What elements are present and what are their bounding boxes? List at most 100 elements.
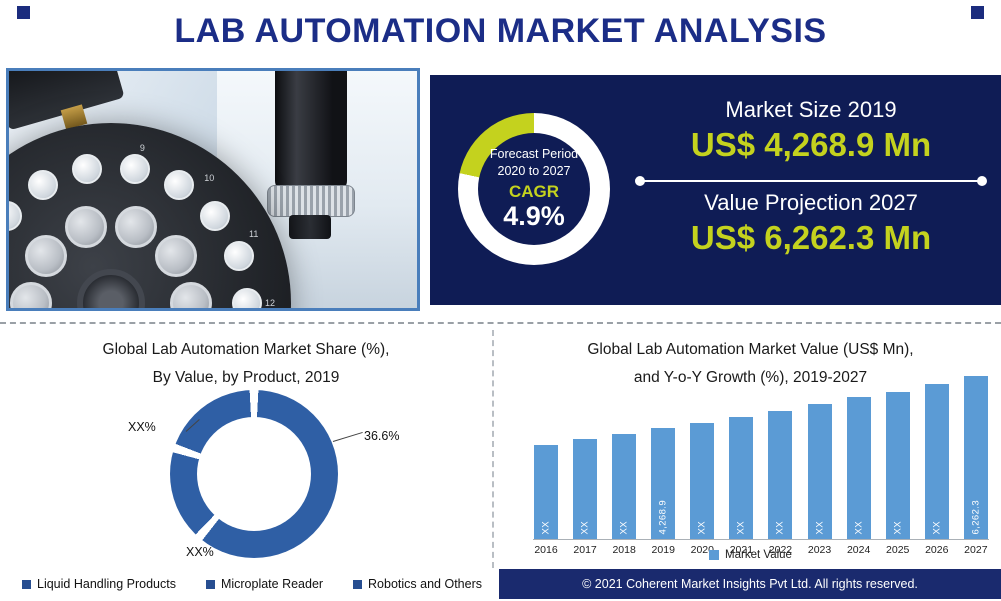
bar-2024: XX	[846, 397, 871, 539]
forecast-period-label: Forecast Period	[489, 147, 579, 162]
microscope-lens-tip	[289, 215, 331, 239]
cagr-gauge: Forecast Period 2020 to 2027 CAGR 4.9%	[458, 113, 610, 265]
sample-cap	[65, 205, 108, 248]
x-axis-label: 2021	[729, 544, 754, 556]
value-chart-title-line2: and Y-o-Y Growth (%), 2019-2027	[633, 368, 868, 386]
bar-2016: XX	[534, 445, 558, 539]
sample-cap	[10, 282, 52, 308]
bar-value-label: 4,268.9	[657, 499, 669, 535]
hero-figures: Market Size 2019 US$ 4,268.9 Mn Value Pr…	[635, 89, 987, 257]
legend-label: Microplate Reader	[220, 577, 324, 591]
share-chart-title: Global Lab Automation Market Share (%), …	[0, 336, 492, 392]
bar-value-label: XX	[579, 520, 591, 534]
x-axis-label: 2022	[768, 544, 793, 556]
x-axis-label: 2018	[612, 544, 636, 556]
sample-tube	[223, 241, 254, 272]
bar-2018: XX	[612, 434, 637, 539]
share-chart-title-line1: Global Lab Automation Market Share (%),	[102, 341, 390, 358]
cagr-value: 4.9%	[503, 201, 565, 232]
sample-tube	[200, 200, 231, 231]
page-title: LAB AUTOMATION MARKET ANALYSIS	[174, 12, 827, 50]
bar-value-label: XX	[931, 520, 943, 534]
sample-tube	[72, 154, 103, 185]
carousel-number: 10	[204, 173, 215, 184]
copyright-text: © 2021 Coherent Market Insights Pvt Ltd.…	[582, 577, 918, 591]
bar-2023: XX	[807, 404, 832, 539]
bar-value-label: XX	[892, 520, 904, 534]
vertical-dashed-separator	[492, 330, 494, 568]
share-callout-right: 36.6%	[364, 429, 400, 443]
bar-value-label: XX	[814, 520, 826, 534]
share-chart-legend: Liquid Handling Products Microplate Read…	[22, 577, 482, 591]
x-axis-label: 2023	[807, 544, 832, 556]
bar-value-label: XX	[774, 520, 786, 534]
value-chart-title-line1: Global Lab Automation Market Value (US$ …	[587, 341, 914, 358]
x-axis-label: 2020	[690, 544, 714, 556]
carousel-number: 9	[139, 143, 145, 154]
legend-item: Robotics and Others	[353, 577, 482, 591]
cagr-gauge-center: Forecast Period 2020 to 2027 CAGR 4.9%	[478, 133, 590, 245]
carousel-hub	[77, 269, 145, 308]
legend-label: Robotics and Others	[368, 577, 482, 591]
microscope-objective	[275, 71, 347, 191]
x-axis-label: 2025	[886, 544, 910, 556]
bar-2026: XX	[924, 384, 949, 539]
bar-2019: 4,268.9	[651, 428, 676, 539]
value-chart-title: Global Lab Automation Market Value (US$ …	[500, 336, 1001, 392]
hero-divider-line	[635, 176, 987, 186]
x-axis-label: 2017	[573, 544, 597, 556]
value-chart-legend: Market Value	[500, 549, 1001, 561]
corner-square-left	[17, 6, 30, 19]
bar-2025: XX	[885, 392, 910, 539]
legend-swatch-icon	[22, 579, 31, 589]
bar-2017: XX	[573, 439, 598, 539]
bar-2022: XX	[768, 411, 793, 539]
corner-square-right	[971, 6, 984, 19]
carousel-number: 11	[249, 228, 259, 239]
sample-cap	[114, 205, 157, 248]
x-axis-label: 2019	[651, 544, 675, 556]
value-bar-chart: XX XX XX 4,268.9 XX XX XX XX XX XX XX 6,262.3 2016 2…	[533, 368, 989, 556]
bar-value-label: 6,262.3	[970, 499, 982, 535]
bar-value-label: XX	[618, 520, 630, 534]
legend-swatch-icon	[205, 579, 215, 589]
share-callout-bottom: XX%	[186, 545, 214, 559]
bar-2027: 6,262.3	[963, 376, 988, 539]
legend-label: Liquid Handling Products	[37, 577, 176, 591]
legend-label: Market Value	[725, 549, 792, 561]
x-axis-label: 2024	[846, 544, 871, 556]
cagr-label: CAGR	[508, 182, 560, 202]
sample-cap	[25, 234, 68, 277]
sample-cap	[170, 282, 212, 308]
bar-value-label: XX	[735, 520, 747, 534]
microscope-knurled-ring	[267, 185, 355, 217]
lab-photo: 9 10 11 12	[6, 68, 420, 311]
bar-year-row: 2016 2017 2018 2019 2020 2021 2022 2023 2024 2025…	[533, 544, 989, 556]
sample-cap	[154, 234, 197, 277]
carousel-number: 12	[265, 298, 276, 308]
legend-item: Liquid Handling Products	[22, 577, 176, 591]
bar-2021: XX	[729, 417, 754, 539]
callout-leader-line	[332, 431, 363, 442]
x-axis-label: 2026	[925, 544, 949, 556]
market-size-label: Market Size 2019	[725, 97, 897, 122]
legend-swatch-icon	[353, 579, 363, 589]
legend-swatch-icon	[709, 550, 720, 560]
sample-tube	[9, 200, 22, 231]
value-projection-value: US$ 6,262.3 Mn	[690, 219, 932, 256]
bar-value-label: XX	[696, 520, 708, 534]
share-callout-left: XX%	[128, 420, 156, 434]
horizontal-dashed-separator	[0, 322, 1001, 324]
sample-tube	[119, 154, 150, 185]
x-axis-label: 2027	[964, 544, 988, 556]
share-chart-title-line2: By Value, by Product, 2019	[152, 368, 340, 386]
value-projection-label: Value Projection 2027	[704, 190, 918, 215]
bar-value-label: XX	[540, 520, 552, 534]
x-axis-label: 2016	[534, 544, 558, 556]
legend-item: Microplate Reader	[205, 577, 324, 591]
bar-group: XX XX XX 4,268.9 XX XX XX XX XX XX XX 6,262.3	[533, 368, 989, 540]
sample-tube	[232, 288, 262, 308]
market-size-value: US$ 4,268.9 Mn	[690, 126, 932, 163]
sample-tube	[164, 170, 194, 201]
forecast-period-range: 2020 to 2027	[497, 164, 571, 179]
